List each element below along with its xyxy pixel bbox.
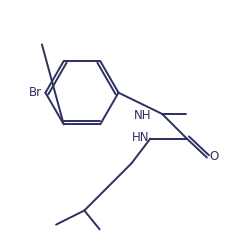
Text: Br: Br xyxy=(29,86,42,99)
Text: O: O xyxy=(210,150,219,163)
Text: HN: HN xyxy=(132,131,149,144)
Text: NH: NH xyxy=(134,109,151,122)
